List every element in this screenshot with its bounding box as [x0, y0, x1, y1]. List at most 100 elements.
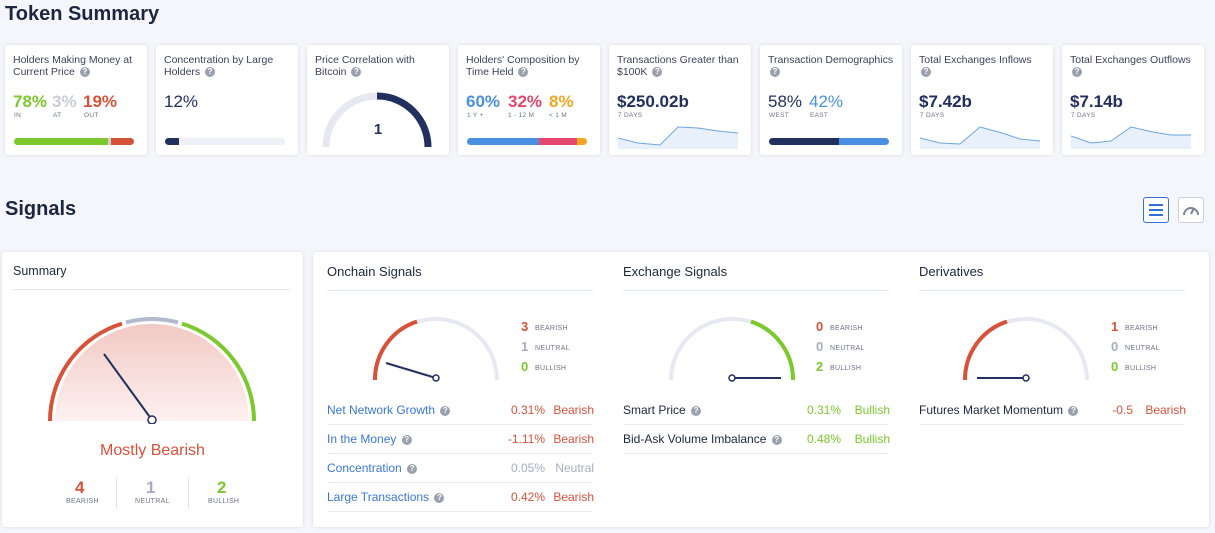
signal-row-concentration[interactable]: Concentration ? — [327, 461, 418, 475]
help-icon[interactable]: ? — [771, 434, 782, 445]
help-icon[interactable]: ? — [770, 67, 780, 78]
signals-panel: Onchain Signals 3 BEARISH 1 NEUTRAL 0 BU… — [313, 252, 1209, 527]
demographics-west-value: 58% — [768, 92, 803, 111]
signal-row-net-network-growth[interactable]: Net Network Growth ? — [327, 403, 451, 417]
derivatives-bullish-count: 0 — [1111, 359, 1119, 374]
list-view-button[interactable] — [1143, 197, 1169, 223]
help-icon[interactable]: ? — [921, 67, 931, 78]
card-label: Price Correlation with Bitcoin — [315, 54, 415, 78]
gauge-icon — [1183, 207, 1199, 216]
summary-neutral-count: 1 — [146, 478, 156, 497]
transaction-demographics-card[interactable]: Transaction Demographics? 58% 42% WEST E… — [760, 45, 902, 155]
summary-title: Summary — [13, 264, 67, 278]
bearish-label: BEARISH — [535, 325, 568, 332]
help-icon[interactable]: ? — [691, 405, 702, 416]
holders-composition-card[interactable]: Holders' Composition by Time Held ? 60% … — [458, 45, 600, 155]
signal-verdict: Neutral — [555, 461, 594, 475]
price-correlation-card[interactable]: Price Correlation with Bitcoin ? 1 — [307, 45, 449, 155]
exchange-gauge — [669, 317, 796, 382]
card-label: Total Exchanges Outflows — [1070, 54, 1191, 66]
divider — [327, 482, 593, 483]
signal-row-bid-ask-volume-imbalance[interactable]: Bid-Ask Volume Imbalance ? — [623, 432, 782, 446]
derivatives-title: Derivatives — [919, 264, 984, 279]
tx-greater-period: 7 DAYS — [618, 112, 643, 119]
at-label: AT — [53, 112, 62, 119]
signal-value: 0.48% — [806, 432, 841, 446]
exchange-title: Exchange Signals — [623, 264, 728, 279]
signal-value: 0.31% — [510, 403, 545, 417]
help-icon[interactable]: ? — [1068, 405, 1079, 416]
inflows-sparkline — [920, 126, 1041, 149]
holders-at-value: 3% — [52, 92, 77, 111]
divider — [327, 424, 593, 425]
holders-in-value: 78% — [13, 92, 48, 111]
summary-verdict: Mostly Bearish — [100, 442, 205, 459]
signal-row-large-transactions[interactable]: Large Transactions ? — [327, 490, 445, 504]
divider — [623, 424, 889, 425]
divider — [919, 290, 1185, 291]
card-label: Transactions Greater than $100K — [617, 54, 739, 78]
gauge-view-button[interactable] — [1178, 197, 1204, 223]
exchange-bullish-count: 2 — [816, 359, 824, 374]
correlation-value: 1 — [373, 121, 383, 138]
neutral-label: NEUTRAL — [135, 498, 170, 505]
divider — [116, 477, 117, 509]
help-icon[interactable]: ? — [407, 463, 418, 474]
bullish-label: BULLISH — [535, 365, 567, 372]
correlation-gauge — [322, 92, 432, 148]
help-icon[interactable]: ? — [351, 67, 362, 78]
help-icon[interactable]: ? — [652, 67, 663, 78]
divider — [623, 453, 889, 454]
card-label: Holders' Composition by Time Held — [466, 54, 580, 78]
onchain-neutral-count: 1 — [521, 339, 529, 354]
composition-1y-label: 1 Y + — [467, 112, 484, 119]
help-icon[interactable]: ? — [434, 492, 445, 503]
help-icon[interactable]: ? — [1072, 67, 1082, 78]
out-label: OUT — [84, 112, 99, 119]
concentration-card[interactable]: Concentration by Large Holders ? 12% — [156, 45, 298, 155]
signal-row-futures-market-momentum[interactable]: Futures Market Momentum ? — [919, 403, 1079, 417]
composition-bar — [467, 138, 587, 145]
inflows-period: 7 DAYS — [920, 112, 945, 119]
summary-gauge — [48, 317, 256, 424]
signal-verdict: Bearish — [553, 403, 594, 417]
summary-panel: Summary Mostly Bearish 4 1 2 BEARISH NEU… — [2, 252, 303, 527]
tx-greater-sparkline — [618, 126, 739, 149]
card-label: Transaction Demographics — [768, 54, 894, 66]
onchain-gauge — [372, 317, 499, 382]
help-icon[interactable]: ? — [440, 405, 451, 416]
signal-value: 0.05% — [510, 461, 545, 475]
bullish-label: BULLISH — [830, 365, 862, 372]
signal-verdict: Bearish — [553, 490, 594, 504]
list-icon — [1149, 204, 1163, 216]
signal-verdict: Bearish — [1145, 403, 1186, 417]
concentration-bar — [165, 138, 285, 145]
signal-row-smart-price[interactable]: Smart Price ? — [623, 403, 702, 417]
bullish-label: BULLISH — [208, 498, 240, 505]
signal-row-in-the-money[interactable]: In the Money ? — [327, 432, 412, 446]
divider — [13, 289, 290, 290]
divider — [327, 511, 593, 512]
inflows-value: $7.42b — [919, 92, 972, 111]
signal-verdict: Bullish — [854, 403, 890, 417]
exchange-inflows-card[interactable]: Total Exchanges Inflows? $7.42b 7 DAYS — [911, 45, 1053, 155]
signal-value: 0.31% — [806, 403, 841, 417]
bullish-label: BULLISH — [1125, 365, 1157, 372]
help-icon[interactable]: ? — [205, 67, 216, 78]
onchain-bullish-count: 0 — [521, 359, 529, 374]
help-icon[interactable]: ? — [401, 434, 412, 445]
help-icon[interactable]: ? — [518, 67, 529, 78]
card-label: Total Exchanges Inflows — [919, 54, 1032, 66]
neutral-label: NEUTRAL — [830, 345, 865, 352]
transactions-greater-card[interactable]: Transactions Greater than $100K ? $250.0… — [609, 45, 751, 155]
exchange-bearish-count: 0 — [816, 319, 824, 334]
composition-1m-label: < 1 M — [549, 112, 567, 119]
holders-making-money-card[interactable]: Holders Making Money at Current Price ? … — [5, 45, 147, 155]
exchange-outflows-card[interactable]: Total Exchanges Outflows? $7.14b 7 DAYS — [1062, 45, 1204, 155]
divider — [919, 424, 1185, 425]
token-summary-title: Token Summary — [5, 3, 160, 25]
help-icon[interactable]: ? — [79, 67, 90, 78]
signals-title: Signals — [5, 198, 77, 220]
demographics-east-value: 42% — [809, 92, 844, 111]
signal-verdict: Bullish — [854, 432, 890, 446]
